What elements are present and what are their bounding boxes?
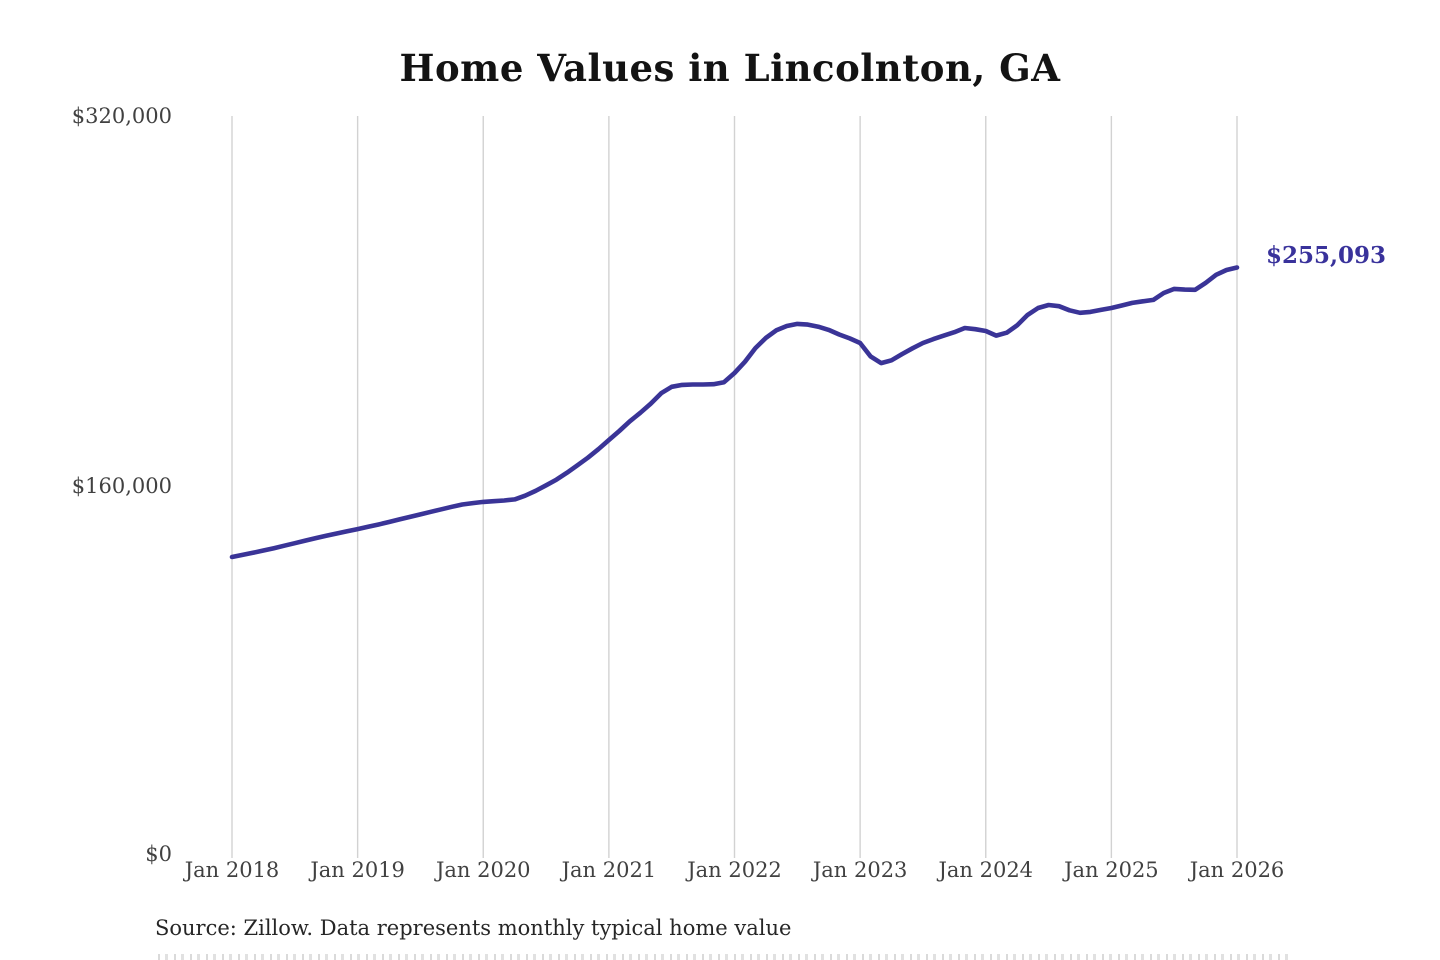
x-axis-tick-label-jan-2024: Jan 2024: [938, 858, 1034, 882]
y-axis-tick-label-160000: $160,000: [71, 474, 172, 498]
source-attribution: Source: Zillow. Data represents monthly …: [155, 916, 792, 940]
y-axis-tick-label-320000: $320,000: [71, 104, 172, 128]
chart-title: Home Values in Lincolnton, GA: [399, 46, 1061, 90]
y-axis-tick-label-0: $0: [145, 842, 172, 866]
x-axis-tick-label-jan-2025: Jan 2025: [1064, 858, 1159, 882]
cropped-bottom-text-remnant: [158, 954, 1288, 960]
x-axis-tick-label-jan-2018: Jan 2018: [184, 858, 280, 882]
latest-value-label: $255,093: [1266, 242, 1387, 269]
x-axis-tick-label-jan-2022: Jan 2022: [687, 858, 782, 882]
x-axis-tick-label-jan-2019: Jan 2019: [310, 858, 405, 882]
x-axis-tick-label-jan-2020: Jan 2020: [435, 858, 531, 882]
home-value-series-line: [229, 265, 1240, 560]
x-axis-tick-label-jan-2021: Jan 2021: [561, 858, 657, 882]
x-axis-tick-label-jan-2026: Jan 2026: [1189, 858, 1285, 882]
x-axis-tick-label-jan-2023: Jan 2023: [812, 858, 908, 882]
